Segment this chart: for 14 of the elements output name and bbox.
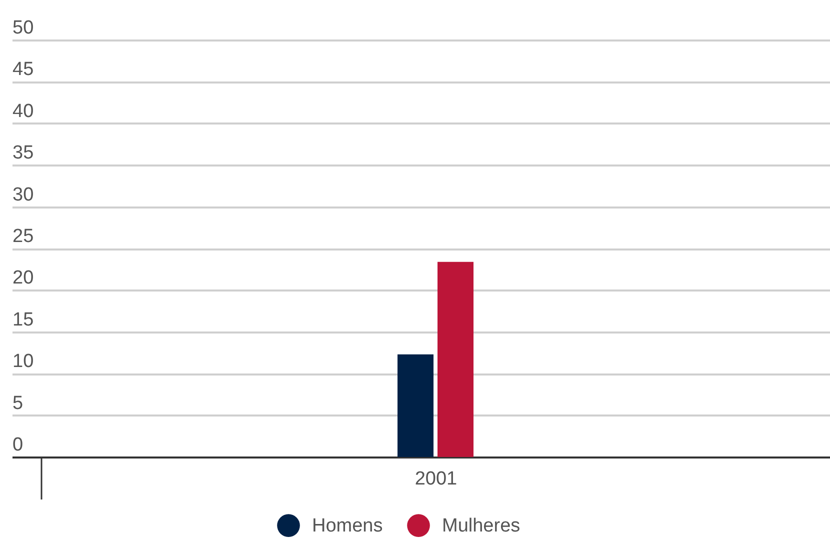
legend-label: Mulheres [442, 516, 520, 537]
legend-label: Homens [312, 516, 383, 537]
y-tick-label: 0 [12, 434, 24, 456]
y-tick-label: 50 [12, 18, 34, 38]
y-tick-label: 40 [12, 100, 34, 122]
y-tick-label: 45 [12, 59, 34, 80]
y-tick-label: 35 [12, 142, 34, 164]
x-tick-label: 2001 [414, 468, 458, 490]
y-tick-label: 30 [12, 184, 34, 206]
y-tick-label: 15 [12, 309, 34, 330]
y-tick-label: 20 [12, 268, 34, 289]
y-tick-label: 10 [12, 351, 34, 372]
y-tick-label: 25 [12, 226, 34, 247]
y-tick-label: 5 [12, 392, 24, 414]
